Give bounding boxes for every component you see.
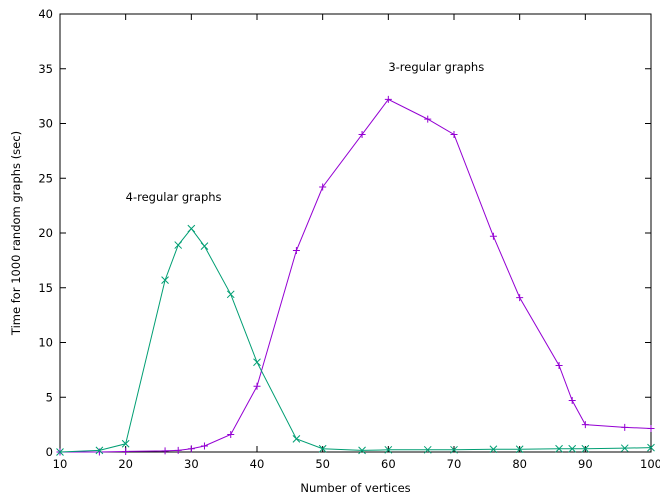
x-tick-label: 90 [578, 457, 593, 471]
data-point [384, 95, 392, 103]
data-point [95, 446, 104, 455]
data-point [319, 183, 327, 191]
data-point [174, 446, 182, 454]
data-point [621, 423, 629, 431]
data-point [292, 247, 300, 255]
x-axis-label: Number of vertices [300, 481, 410, 495]
data-point [200, 442, 208, 450]
x-tick-label: 30 [184, 457, 199, 471]
data-point [56, 448, 64, 456]
data-point [161, 447, 169, 455]
data-point [122, 447, 130, 455]
y-tick-label: 10 [38, 336, 53, 350]
y-tick-label: 35 [38, 62, 53, 76]
data-point [292, 435, 301, 443]
data-point [489, 232, 497, 240]
x-tick-label: 40 [250, 457, 265, 471]
series-line [59, 227, 652, 453]
data-point [187, 224, 196, 233]
y-tick-label: 15 [38, 281, 53, 295]
data-point [318, 444, 327, 453]
y-tick-label: 40 [38, 7, 53, 21]
data-point [187, 445, 195, 453]
data-point [568, 397, 576, 405]
axis-ticks: 10 20 30 40 50 60 70 80 90 100 0 5 10 15 20 25 30 35 40 [38, 7, 660, 471]
y-tick-label: 25 [38, 171, 53, 185]
data-point [516, 294, 524, 302]
data-point [358, 130, 366, 138]
x-tick-label: 100 [640, 457, 660, 471]
x-tick-label: 80 [512, 457, 527, 471]
data-point [200, 242, 209, 250]
data-point [423, 445, 432, 454]
series-layer [56, 95, 655, 456]
data-point [489, 445, 498, 454]
y-tick-label: 20 [38, 226, 53, 240]
data-point [555, 361, 563, 369]
data-point [568, 444, 577, 453]
x-tick-label: 10 [53, 457, 68, 471]
y-axis-label: Time for 1000 random graphs (sec) [9, 131, 23, 336]
series-3-regular [56, 95, 655, 456]
annotation-4-regular: 4-regular graphs [126, 190, 222, 204]
data-point [253, 382, 261, 390]
series-line [60, 98, 652, 453]
data-point [161, 276, 169, 284]
y-tick-label: 5 [46, 390, 53, 404]
data-point [581, 444, 590, 453]
plot-frame [59, 13, 652, 453]
data-point [555, 444, 563, 453]
data-point [121, 439, 130, 448]
data-point [227, 430, 235, 438]
plot-border [59, 13, 652, 453]
data-point [226, 290, 235, 299]
x-tick-label: 50 [315, 457, 330, 471]
x-tick-label: 20 [118, 457, 133, 471]
data-point [647, 424, 655, 432]
data-point [450, 445, 458, 454]
x-tick-label: 70 [447, 457, 462, 471]
data-point [450, 130, 458, 138]
data-point [647, 443, 655, 452]
y-tick-label: 0 [46, 445, 53, 459]
data-point [174, 241, 183, 249]
data-point [384, 445, 393, 454]
series-4-regular [56, 224, 655, 456]
data-point [581, 421, 589, 429]
x-tick-label: 60 [381, 457, 396, 471]
data-point [253, 358, 261, 367]
annotation-3-regular: 3-regular graphs [388, 60, 484, 74]
data-point [620, 444, 629, 453]
y-tick-label: 30 [38, 117, 53, 131]
data-point [515, 445, 524, 454]
data-point [424, 115, 432, 123]
data-point [358, 446, 366, 455]
